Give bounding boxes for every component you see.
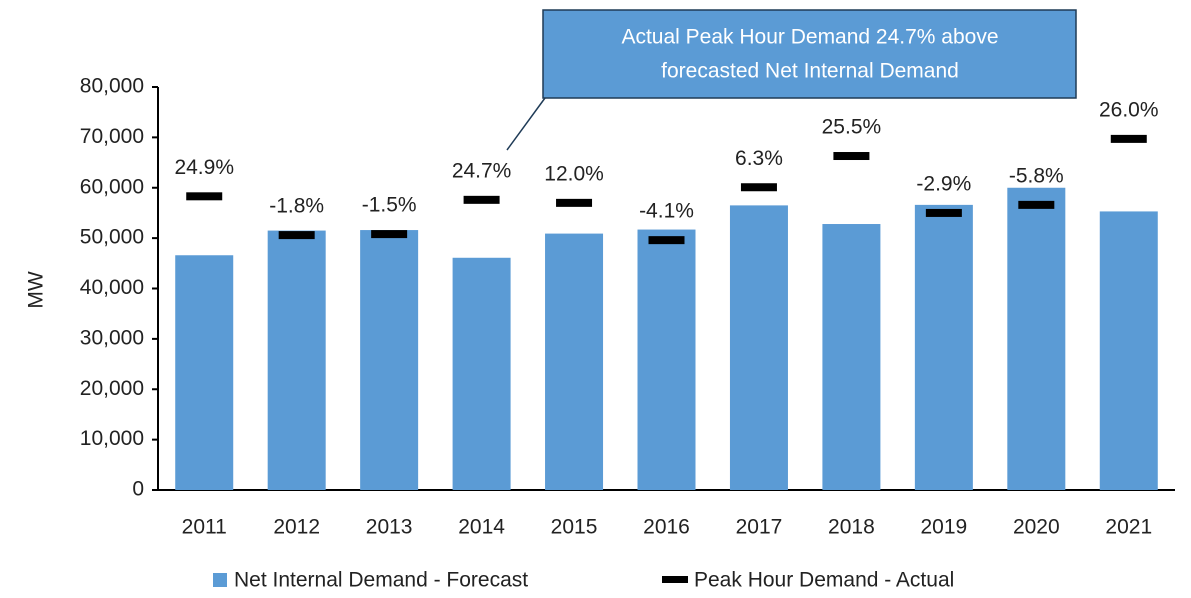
actual-marker (1110, 134, 1147, 143)
actual-marker (1018, 200, 1055, 209)
bar (1007, 187, 1066, 490)
x-tick-label: 2021 (1105, 516, 1152, 539)
bar (1099, 211, 1158, 490)
actual-marker (833, 152, 870, 161)
legend-swatch (662, 576, 688, 583)
callout-text: Actual Peak Hour Demand 24.7% above (621, 26, 998, 49)
y-tick-label: 40,000 (80, 276, 144, 299)
y-tick-label: 50,000 (80, 226, 144, 249)
callout-box (542, 9, 1077, 99)
x-tick-label: 2018 (828, 516, 875, 539)
actual-marker (278, 231, 315, 240)
bar (360, 230, 419, 490)
y-tick-label: 20,000 (80, 377, 144, 400)
callout-pointer (506, 97, 546, 151)
percent-label: -1.8% (269, 195, 324, 218)
y-tick-label: 10,000 (80, 427, 144, 450)
x-tick-label: 2013 (366, 516, 413, 539)
x-tick-label: 2012 (273, 516, 320, 539)
bar (637, 229, 696, 490)
bar (452, 257, 511, 490)
bar (267, 230, 326, 490)
bar (729, 205, 788, 490)
x-tick-label: 2011 (182, 516, 227, 539)
bar (545, 233, 604, 490)
percent-label: 25.5% (822, 116, 882, 139)
y-tick-label: 0 (132, 478, 144, 501)
y-axis-label: MW (25, 271, 48, 308)
actual-marker (371, 230, 408, 239)
y-tick-label: 80,000 (80, 75, 144, 98)
legend-label: Net Internal Demand - Forecast (234, 569, 528, 592)
legend-swatch (213, 573, 227, 587)
percent-label: 12.0% (544, 162, 604, 185)
actual-marker (186, 192, 223, 201)
legend-label: Peak Hour Demand - Actual (694, 569, 954, 592)
y-tick-label: 60,000 (80, 175, 144, 198)
x-tick-label: 2020 (1013, 516, 1060, 539)
x-tick-label: 2014 (458, 516, 505, 539)
actual-marker (463, 195, 500, 204)
percent-label: -1.5% (362, 194, 417, 217)
percent-label: -2.9% (916, 172, 971, 195)
percent-label: 24.7% (452, 159, 512, 182)
bar (175, 255, 234, 490)
actual-marker (740, 183, 777, 192)
x-tick-label: 2017 (736, 516, 783, 539)
bar (822, 224, 881, 490)
actual-marker (556, 198, 593, 207)
x-tick-label: 2019 (921, 516, 968, 539)
percent-label: 26.0% (1099, 98, 1159, 121)
percent-label: -4.1% (639, 200, 694, 223)
actual-marker (925, 208, 962, 217)
actual-marker (648, 236, 685, 245)
x-tick-label: 2015 (551, 516, 598, 539)
x-tick-label: 2016 (643, 516, 690, 539)
y-tick-label: 70,000 (80, 125, 144, 148)
bar (914, 204, 973, 490)
y-tick-label: 30,000 (80, 326, 144, 349)
percent-label: 24.9% (174, 156, 234, 179)
percent-label: 6.3% (735, 147, 783, 170)
callout-text: forecasted Net Internal Demand (661, 60, 959, 83)
percent-label: -5.8% (1009, 164, 1064, 187)
